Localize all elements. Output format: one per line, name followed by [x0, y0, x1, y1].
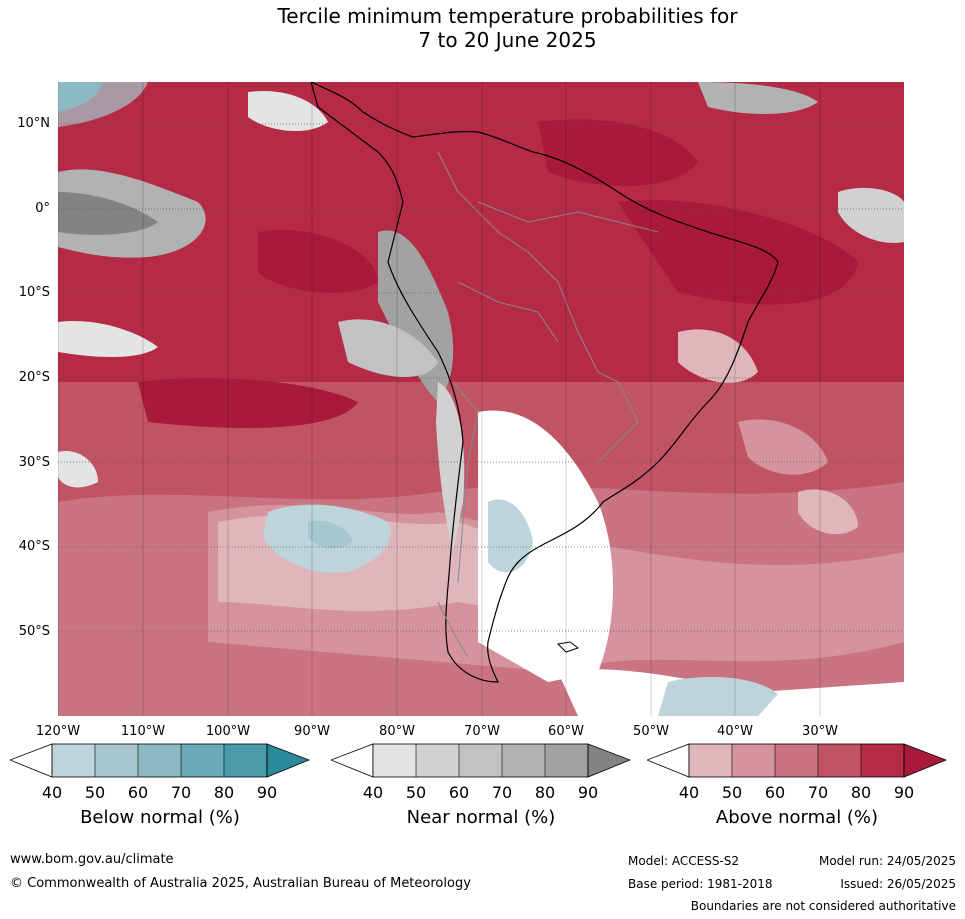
disclaimer-text: Boundaries are not considered authoritat… — [690, 899, 956, 913]
colorbar-tick: 90 — [893, 783, 915, 802]
lon-label: 70°W — [464, 724, 500, 739]
legend-title-near-normal: Near normal (%) — [406, 807, 556, 828]
colorbar-tick: 80 — [850, 783, 872, 802]
lat-label: 40°S — [18, 539, 50, 554]
lon-label: 40°W — [717, 724, 753, 739]
probability-map — [58, 82, 904, 716]
legend-title-below-normal: Below normal (%) — [80, 807, 240, 828]
colorbar-tick: 70 — [491, 783, 513, 802]
colorbar-tick: 80 — [534, 783, 556, 802]
colorbar-above-normal — [645, 741, 948, 785]
colorbar-tick: 60 — [448, 783, 470, 802]
colorbar-tick: 60 — [127, 783, 149, 802]
model-run-text: Model run: 24/05/2025 — [818, 854, 956, 868]
lon-label: 50°W — [633, 724, 669, 739]
colorbar-tick: 50 — [405, 783, 427, 802]
colorbar-tick: 40 — [362, 783, 384, 802]
base-period-text: Base period: 1981-2018 — [628, 877, 773, 891]
colorbar-near-normal — [329, 741, 632, 785]
legend-title-above-normal: Above normal (%) — [715, 807, 879, 828]
lon-label: 30°W — [802, 724, 838, 739]
colorbar-tick: 40 — [41, 783, 63, 802]
model-text: Model: ACCESS-S2 — [628, 854, 740, 868]
lon-label: 60°W — [548, 724, 584, 739]
lat-label: 30°S — [18, 455, 50, 470]
lon-label: 100°W — [205, 724, 251, 739]
lat-label: 20°S — [18, 370, 50, 385]
colorbar-below-normal — [8, 741, 311, 785]
colorbar-tick: 90 — [577, 783, 599, 802]
lon-label: 90°W — [294, 724, 330, 739]
lat-label: 50°S — [18, 624, 50, 639]
website-link[interactable]: www.bom.gov.au/climate — [10, 852, 174, 867]
title-line-1: Tercile minimum temperature probabilitie… — [277, 4, 738, 28]
colorbar-tick: 70 — [170, 783, 192, 802]
lon-label: 80°W — [379, 724, 415, 739]
colorbar-tick: 70 — [807, 783, 829, 802]
lat-label: 10°N — [17, 116, 50, 131]
lon-label: 110°W — [120, 724, 166, 739]
colorbar-tick: 60 — [764, 783, 786, 802]
issued-text: Issued: 26/05/2025 — [840, 877, 956, 891]
colorbar-tick: 50 — [84, 783, 106, 802]
lon-label: 120°W — [35, 724, 81, 739]
title-line-2: 7 to 20 June 2025 — [418, 28, 597, 52]
lat-label: 10°S — [18, 285, 50, 300]
colorbar-tick: 80 — [213, 783, 235, 802]
colorbar-tick: 40 — [678, 783, 700, 802]
colorbar-tick: 50 — [721, 783, 743, 802]
copyright-text: © Commonwealth of Australia 2025, Austra… — [10, 876, 471, 891]
lat-label: 0° — [35, 201, 50, 216]
chart-title: Tercile minimum temperature probabilitie… — [0, 4, 965, 52]
colorbar-tick: 90 — [256, 783, 278, 802]
